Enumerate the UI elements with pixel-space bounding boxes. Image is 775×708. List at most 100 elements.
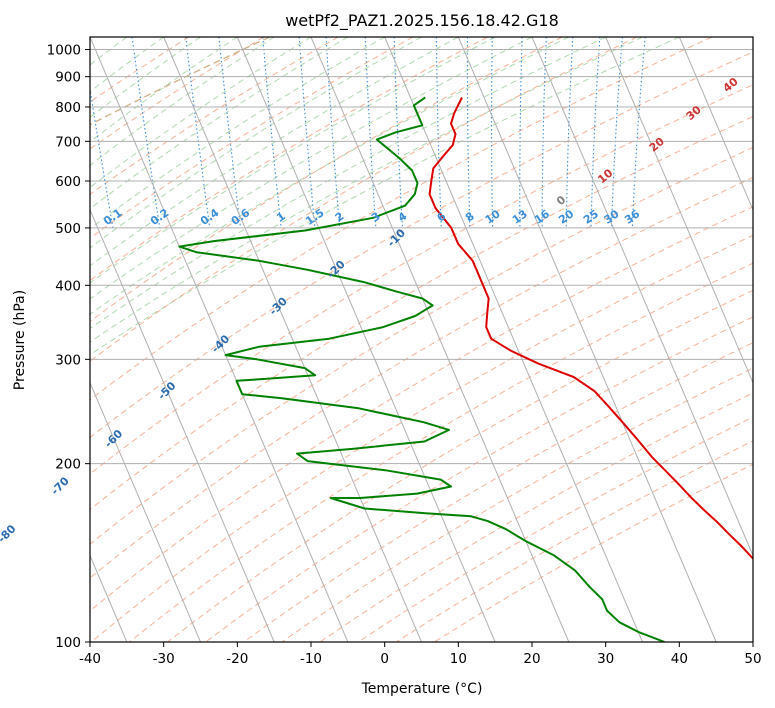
mixing-ratio-label: 0.2	[148, 206, 171, 228]
dry-adiabat-line	[434, 463, 753, 642]
moist-adiabat-line	[90, 37, 349, 210]
isotherm-line	[90, 381, 201, 642]
isotherm-label: -80	[0, 522, 19, 545]
dry-adiabat-line	[90, 37, 488, 282]
mixing-ratio-line	[218, 37, 242, 228]
mixing-ratio-line	[519, 37, 523, 228]
isotherm-line	[605, 37, 753, 384]
plot-frame	[89, 36, 754, 643]
x-tick-label: 30	[597, 651, 614, 667]
dry-adiabat-line	[90, 37, 638, 362]
y-tick-label: 900	[55, 70, 81, 86]
moist-adiabat-line	[90, 37, 164, 93]
moist-adiabat-line	[90, 37, 606, 330]
dewpoint-profile-line	[178, 96, 665, 642]
y-tick-label: 300	[55, 352, 81, 368]
dry-adiabat-line	[90, 37, 414, 239]
moist-adiabat-line	[90, 37, 570, 315]
mixing-ratio-label: 1.5	[303, 206, 326, 228]
mixing-ratio-line	[185, 37, 211, 228]
moist-adiabat-line	[90, 37, 238, 143]
y-axis-label: Pressure (hPa)	[12, 290, 28, 390]
x-tick-label: 40	[671, 651, 688, 667]
moist-adiabat-line	[90, 37, 385, 230]
y-tick-label: 1000	[47, 43, 81, 59]
x-tick-label: -20	[226, 651, 248, 667]
isotherm-label: -60	[102, 427, 125, 450]
mixing-ratio-label: 25	[581, 207, 601, 226]
isotherm-line	[90, 37, 349, 642]
dry-adiabat-line	[90, 37, 563, 323]
dry-adiabat-line	[90, 176, 753, 579]
x-tick-label: -30	[153, 651, 175, 667]
dry-adiabat-line	[167, 289, 753, 642]
isotherm-label: -10	[385, 226, 408, 249]
moist-adiabat-line	[90, 37, 422, 249]
mixing-ratio-line	[631, 37, 646, 228]
clipped-lines	[90, 37, 753, 642]
mixing-ratio-line	[90, 85, 114, 228]
moist-adiabat-line	[90, 37, 312, 189]
moist-adiabat-line	[90, 37, 643, 343]
dry-adiabat-line	[90, 146, 753, 545]
y-tick-label: 500	[55, 221, 81, 237]
isotherm-line	[752, 37, 753, 39]
isotherm-line	[678, 37, 753, 212]
dry-adiabat-line	[281, 367, 753, 642]
mixing-ratio-label: 8	[463, 210, 477, 225]
mixing-ratio-label: 4	[396, 209, 410, 224]
mixing-ratio-line	[262, 37, 282, 228]
y-tick-label: 600	[55, 174, 81, 190]
y-tick-label: 400	[55, 278, 81, 294]
mixing-ratio-line	[590, 37, 601, 228]
dry-adiabat-line	[90, 37, 339, 195]
isotherm-line	[90, 208, 275, 642]
mixing-ratio-label: 20	[556, 207, 576, 227]
dry-adiabat-line	[90, 115, 753, 511]
dry-adiabat-line	[90, 37, 712, 401]
x-tick-label: 20	[523, 651, 540, 667]
moist-adiabat-line	[90, 37, 459, 267]
y-tick-label: 700	[55, 134, 81, 150]
isotherm-line	[236, 37, 496, 642]
dry-adiabat-line	[90, 51, 753, 438]
mixing-ratio-line	[466, 37, 471, 228]
isotherm-line	[163, 37, 422, 642]
moist-adiabat-line	[90, 37, 496, 284]
isotherm-label: -50	[155, 379, 178, 402]
mixing-ratio-line	[490, 37, 494, 228]
moist-adiabat-line	[90, 37, 201, 119]
dry-adiabat-line	[205, 316, 753, 642]
mixing-ratio-line	[610, 37, 623, 228]
moist-adiabat-line	[90, 37, 275, 166]
mixing-ratio-label: 3	[369, 210, 383, 225]
plot-area: -100-90-80-70-60-50-40-30-20-100.10.20.4…	[0, 36, 762, 667]
dry-adiabat-line	[357, 416, 753, 642]
mixing-ratio-label: 36	[622, 207, 642, 227]
moist-adiabat-line	[90, 37, 533, 300]
isotherm-label: -40	[209, 332, 232, 355]
x-tick-label: 0	[380, 651, 389, 667]
y-tick-label: 800	[55, 100, 81, 116]
dry-adiabat-line	[90, 37, 190, 103]
temperature-profile-line	[428, 97, 753, 560]
moist-adiabat-label: 30	[684, 103, 704, 123]
y-tick-label: 200	[55, 457, 81, 473]
x-tick-label: -40	[79, 651, 101, 667]
mixing-ratio-label: 1	[274, 210, 288, 225]
mixing-ratio-label: 13	[510, 207, 530, 226]
mixing-ratio-line	[565, 37, 574, 228]
isotherm-label: -70	[49, 474, 72, 497]
mixing-ratio-line	[298, 37, 316, 228]
dry-adiabat-line	[90, 234, 753, 642]
chart-title: wetPf2_PAZ1.2025.156.18.42.G18	[285, 11, 559, 31]
mixing-ratio-label: 30	[601, 207, 621, 227]
mixing-ratio-label: 0.6	[229, 206, 253, 228]
mixing-ratio-label: 0.4	[198, 206, 222, 228]
dry-adiabat-line	[129, 262, 753, 642]
x-axis-label: Temperature (°C)	[361, 681, 483, 697]
moist-adiabat-line	[90, 37, 680, 356]
isotherm-line	[457, 37, 717, 642]
